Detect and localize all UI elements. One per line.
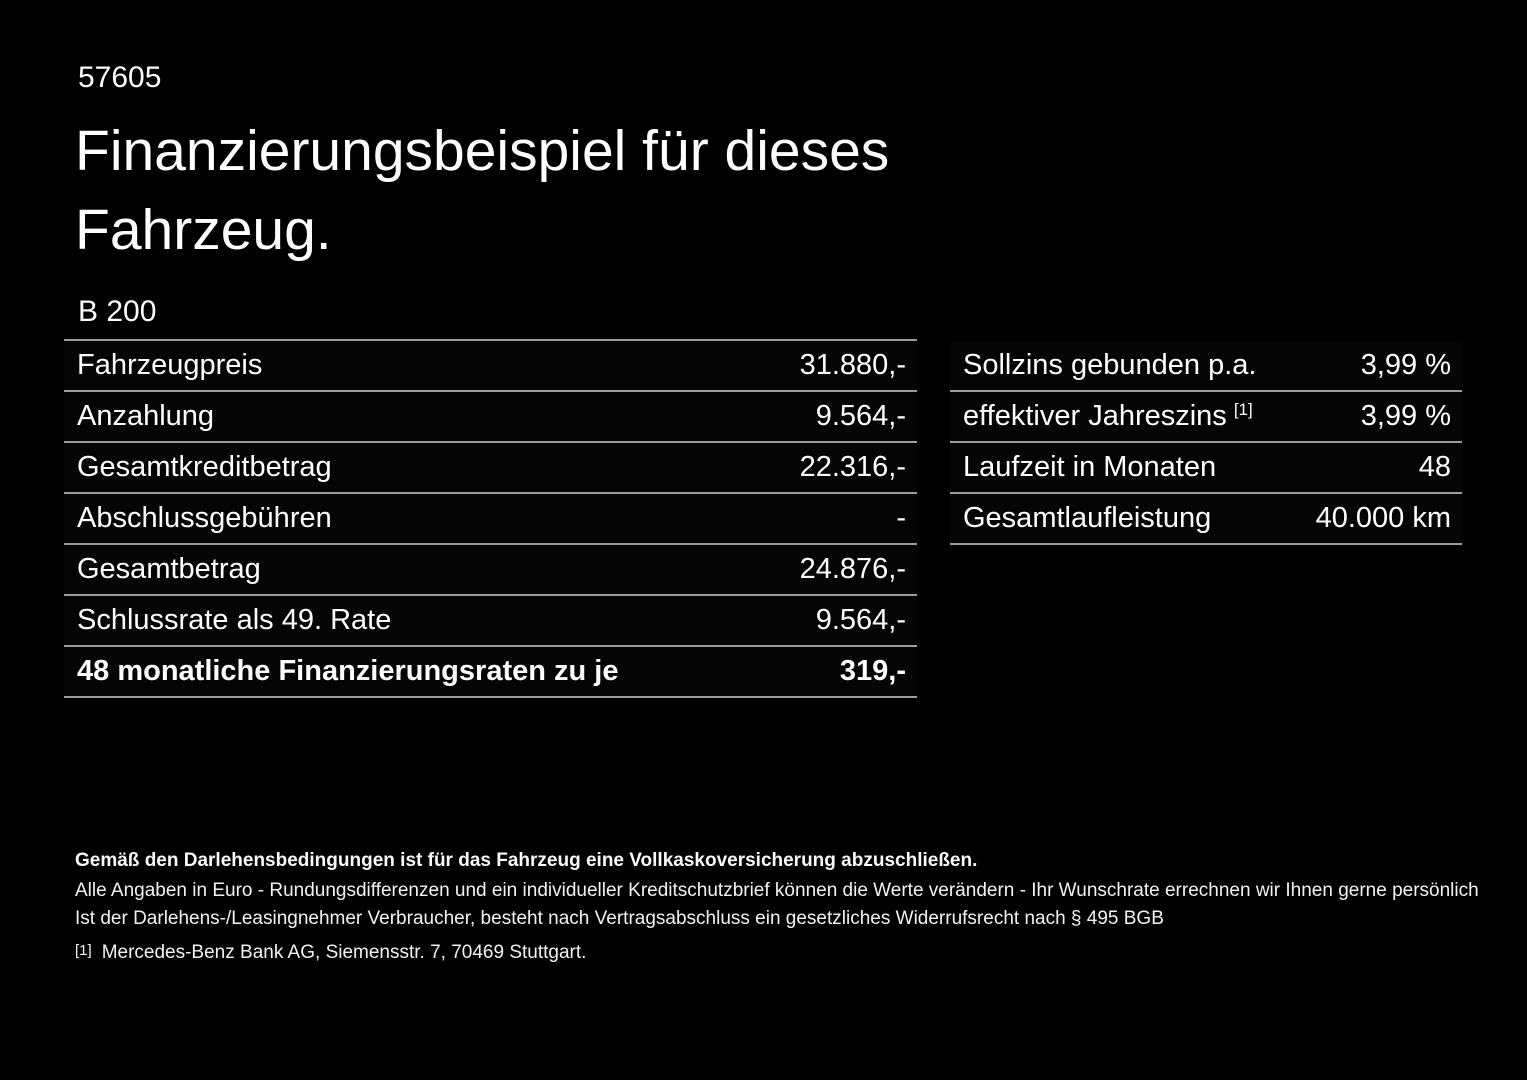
row-label: Sollzins gebunden p.a. [963,349,1257,381]
row-value: 3,99 % [1360,349,1451,381]
row-value: 9.564,- [815,604,906,636]
row-label: Gesamtlaufleistung [963,502,1212,534]
table-row-laufzeit: Laufzeit in Monaten 48 [950,443,1462,494]
row-label: 48 monatliche Finanzierungsraten zu je [77,655,619,687]
footnote-text: Mercedes-Benz Bank AG, Siemensstr. 7, 70… [101,942,587,963]
euro-disclaimer-note: Alle Angaben in Euro - Rundungsdifferenz… [75,880,1479,901]
table-row-gesamtbetrag: Gesamtbetrag 24.876,- [64,545,917,596]
table-row-gesamtkreditbetrag: Gesamtkreditbetrag 22.316,- [64,443,917,494]
row-value: 3,99 % [1360,400,1451,432]
table-row-anzahlung: Anzahlung 9.564,- [64,392,917,443]
row-value: 24.876,- [799,553,906,585]
table-row-schlussrate: Schlussrate als 49. Rate 9.564,- [64,596,917,647]
conditions-table: Sollzins gebunden p.a. 3,99 % effektiver… [950,341,1462,545]
footnote-reference: [1] [1233,400,1253,419]
vehicle-model-label: B 200 [78,295,157,328]
row-label: Gesamtbetrag [77,553,261,585]
row-label: Anzahlung [77,400,215,432]
table-row-monatsrate: 48 monatliche Finanzierungsraten zu je 3… [64,647,917,698]
row-label: Abschlussgebühren [77,502,332,534]
row-value: 22.316,- [799,451,906,483]
row-label: Gesamtkreditbetrag [77,451,332,483]
row-label: Laufzeit in Monaten [963,451,1217,483]
footnote-marker: [1] [75,942,92,959]
row-label: Fahrzeugpreis [77,349,263,381]
table-row-gesamtlaufleistung: Gesamtlaufleistung 40.000 km [950,494,1462,545]
row-value: 40.000 km [1315,502,1451,534]
offer-id: 57605 [78,61,162,94]
row-value: 48 [1418,451,1451,483]
insurance-requirement-note: Gemäß den Darlehensbedingungen ist für d… [75,850,978,871]
table-row-abschlussgebuehren: Abschlussgebühren - [64,494,917,545]
row-value: 319,- [839,655,906,687]
row-label: effektiver Jahreszins [1] [963,400,1253,432]
table-row-sollzins: Sollzins gebunden p.a. 3,99 % [950,341,1462,392]
bank-footnote: [1] Mercedes-Benz Bank AG, Siemensstr. 7… [75,941,586,965]
withdrawal-right-note: Ist der Darlehens-/Leasingnehmer Verbrau… [75,908,1164,929]
row-value: 9.564,- [815,400,906,432]
table-row-effektiver-jahreszins: effektiver Jahreszins [1] 3,99 % [950,392,1462,443]
financing-table: Fahrzeugpreis 31.880,- Anzahlung 9.564,-… [64,339,917,698]
row-value: 31.880,- [799,349,906,381]
page-title: Finanzierungsbeispiel für dieses Fahrzeu… [75,119,890,262]
table-row-fahrzeugpreis: Fahrzeugpreis 31.880,- [64,341,917,392]
row-value: - [896,502,906,534]
row-label: Schlussrate als 49. Rate [77,604,392,636]
